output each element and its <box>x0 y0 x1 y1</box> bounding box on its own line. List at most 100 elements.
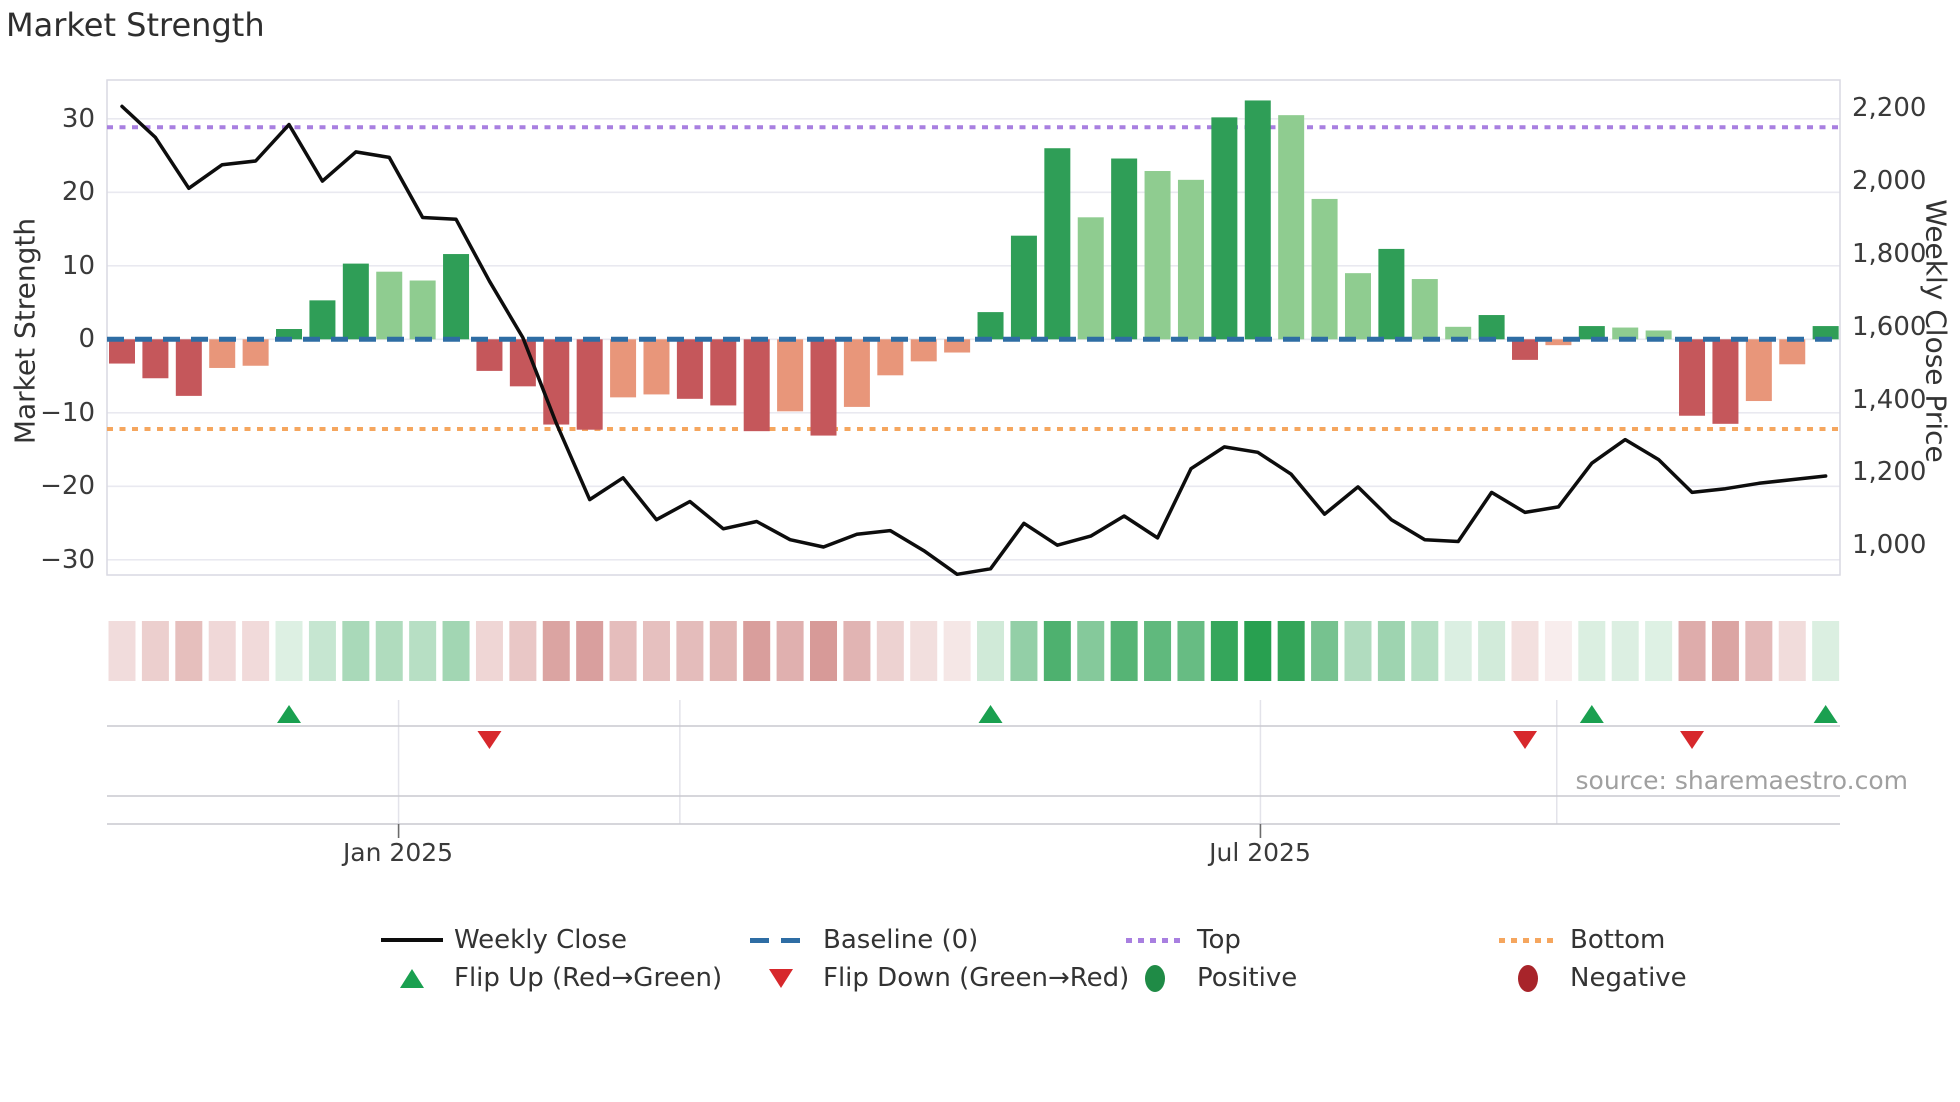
bottom-dotted-swatch <box>1497 923 1559 957</box>
strength-bar <box>309 300 336 340</box>
heatmap-cell <box>1678 621 1706 681</box>
heatmap-cell <box>1578 621 1606 681</box>
right-axis-tick-label: 2,200 <box>1852 93 1927 124</box>
heatmap-cell <box>208 621 236 681</box>
strength-bar <box>810 339 837 436</box>
heatmap-cell <box>175 621 203 681</box>
left-axis-tick-label: −20 <box>40 471 95 502</box>
strength-bar <box>910 339 937 362</box>
strength-bar <box>1378 248 1405 340</box>
strength-bar <box>476 339 503 371</box>
heatmap-cell <box>776 621 804 681</box>
heatmap-cell <box>1377 621 1405 681</box>
strength-bar <box>276 329 303 340</box>
source-credit: source: sharemaestro.com <box>1575 766 1909 795</box>
strength-bar <box>1512 339 1539 360</box>
strength-bar <box>342 263 369 340</box>
positive-dot-icon <box>1124 961 1186 995</box>
strength-bar <box>109 339 135 364</box>
heatmap-cell <box>642 621 670 681</box>
strength-bar <box>710 339 737 406</box>
legend-flip-up: Flip Up (Red→Green) <box>381 961 722 995</box>
left-axis-tick-label: 30 <box>61 103 95 134</box>
weekly-close-line <box>120 104 1828 577</box>
top-dotted-swatch <box>1124 923 1186 957</box>
heatmap-cell <box>409 621 437 681</box>
strength-bar <box>877 339 904 376</box>
heatmap-cell <box>1344 621 1372 681</box>
heatmap-cell <box>475 621 503 681</box>
legend-baseline: Baseline (0) <box>750 923 978 957</box>
heatmap-cell <box>1711 621 1739 681</box>
strength-bar <box>676 339 703 399</box>
strength-bar <box>1578 326 1605 340</box>
flip-down-triangle-icon <box>750 961 812 995</box>
strength-bar <box>409 280 436 340</box>
heatmap-cell <box>709 621 737 681</box>
heatmap-cell <box>1277 621 1305 681</box>
plot-border <box>106 79 1841 576</box>
strength-bar <box>209 339 236 368</box>
left-axis-tick-label: 10 <box>61 250 95 281</box>
flip-up-marker <box>1579 705 1604 723</box>
legend-negative: Negative <box>1497 961 1687 995</box>
heatmap-cell <box>609 621 637 681</box>
left-axis-tick-label: 0 <box>78 324 95 355</box>
right-axis-tick-label: 2,000 <box>1852 166 1927 197</box>
heatmap-cell <box>843 621 871 681</box>
legend-label: Flip Up (Red→Green) <box>454 963 723 993</box>
x-tick-jul-2025: Jul 2025 <box>1209 838 1311 867</box>
heatmap-cell <box>977 621 1005 681</box>
strength-bar <box>1244 100 1271 340</box>
strength-bar <box>1478 315 1505 340</box>
legend-top: Top <box>1124 923 1241 957</box>
heatmap-cell <box>876 621 904 681</box>
left-axis-tick-label: −30 <box>40 544 95 575</box>
flip-up-marker <box>978 705 1003 723</box>
strength-bar <box>1077 217 1104 340</box>
flip-up-marker <box>1813 705 1838 723</box>
right-axis-tick-label: 1,800 <box>1852 238 1927 269</box>
heatmap-cell <box>1177 621 1205 681</box>
strength-bar <box>443 254 470 340</box>
flip-down-marker <box>1513 731 1538 749</box>
heatmap-cell <box>1244 621 1272 681</box>
heatmap-cell <box>1544 621 1572 681</box>
flip-up-triangle-icon <box>381 961 443 995</box>
heatmap-cell <box>1645 621 1673 681</box>
strength-bar <box>543 339 570 425</box>
heatmap-cell <box>141 621 169 681</box>
heatmap-cell <box>242 621 270 681</box>
heatmap-cell <box>308 621 336 681</box>
strength-bar <box>242 339 269 366</box>
baseline-dash-swatch <box>750 923 812 957</box>
strength-bar <box>743 339 770 432</box>
flip-down-marker <box>1680 731 1705 749</box>
strength-bar <box>1712 339 1739 424</box>
left-axis-tick-label: −10 <box>40 397 95 428</box>
heatmap-cell <box>1478 621 1506 681</box>
strength-bar <box>1111 158 1138 340</box>
heatmap-cell <box>1210 621 1238 681</box>
strength-bar <box>1745 339 1772 402</box>
heatmap-cell <box>1611 621 1639 681</box>
legend-label: Baseline (0) <box>823 925 979 955</box>
strength-bar <box>1044 148 1071 340</box>
heatmap-cell <box>1812 621 1840 681</box>
heatmap-cell <box>1144 621 1172 681</box>
legend-label: Weekly Close <box>454 925 627 955</box>
heatmap-cell <box>342 621 370 681</box>
weekly-close-line-swatch <box>381 923 443 957</box>
strength-bar <box>1144 171 1171 340</box>
strength-bar <box>1278 115 1305 340</box>
legend-label: Flip Down (Green→Red) <box>823 963 1130 993</box>
strength-bar <box>576 339 603 430</box>
heatmap-cell <box>1311 621 1339 681</box>
strength-bar <box>376 271 403 340</box>
legend-label: Top <box>1197 925 1241 955</box>
right-axis-tick-label: 1,000 <box>1852 530 1927 561</box>
strength-bar <box>777 339 804 412</box>
strength-bar <box>1311 198 1338 340</box>
